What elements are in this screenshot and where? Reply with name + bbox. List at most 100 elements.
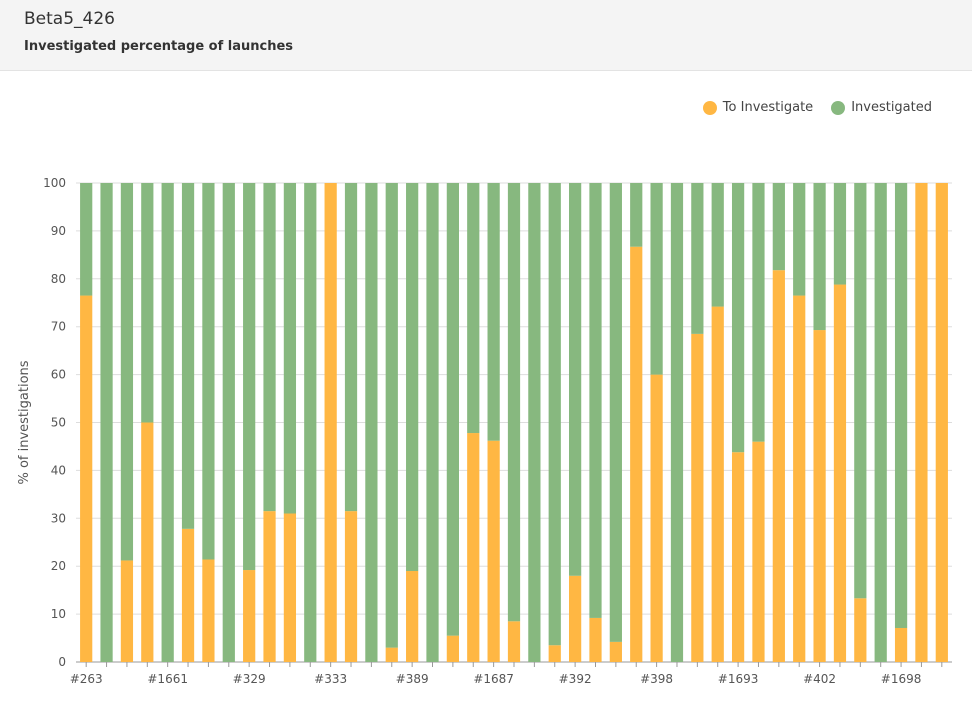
bar-to-investigate — [80, 296, 92, 662]
bar-to-investigate — [895, 628, 907, 662]
bar-to-investigate — [589, 618, 601, 662]
x-tick-label: #1698 — [881, 672, 922, 686]
bar-investigated — [263, 183, 275, 511]
bar-investigated — [528, 183, 540, 662]
bar-to-investigate — [386, 648, 398, 662]
bar-investigated — [752, 183, 764, 442]
y-tick-label: 90 — [51, 224, 66, 238]
bar-investigated — [732, 183, 744, 452]
x-tick-label: #402 — [803, 672, 836, 686]
y-tick-label: 60 — [51, 368, 66, 382]
bar-to-investigate — [508, 621, 520, 662]
bar-investigated — [875, 183, 887, 662]
y-tick-label: 30 — [51, 511, 66, 525]
bar-to-investigate — [345, 511, 357, 662]
bar-investigated — [854, 183, 866, 598]
bar-to-investigate — [813, 330, 825, 662]
bar-to-investigate — [488, 441, 500, 662]
x-tick-label: #1661 — [147, 672, 188, 686]
bar-investigated — [773, 183, 785, 270]
x-tick-label: #392 — [559, 672, 592, 686]
bar-investigated — [793, 183, 805, 296]
bar-investigated — [447, 183, 459, 636]
x-tick-label: #1687 — [473, 672, 514, 686]
y-tick-label: 20 — [51, 559, 66, 573]
legend-label: To Investigate — [723, 100, 813, 115]
bar-investigated — [610, 183, 622, 642]
y-tick-label: 40 — [51, 463, 66, 477]
bar-investigated — [549, 183, 561, 645]
bar-to-investigate — [712, 307, 724, 662]
bar-investigated — [895, 183, 907, 628]
bar-to-investigate — [915, 183, 927, 662]
bar-investigated — [630, 183, 642, 247]
bar-investigated — [712, 183, 724, 307]
bar-investigated — [508, 183, 520, 621]
bar-to-investigate — [467, 433, 479, 662]
bar-to-investigate — [549, 645, 561, 662]
x-tick-label: #398 — [640, 672, 673, 686]
bar-to-investigate — [325, 183, 337, 662]
bar-to-investigate — [121, 560, 133, 662]
bar-to-investigate — [630, 247, 642, 662]
bar-to-investigate — [773, 270, 785, 662]
bar-to-investigate — [243, 570, 255, 662]
bar-to-investigate — [936, 183, 948, 662]
bar-investigated — [80, 183, 92, 296]
bar-investigated — [345, 183, 357, 511]
bar-investigated — [304, 183, 316, 662]
bar-investigated — [467, 183, 479, 433]
x-tick-label: #329 — [233, 672, 266, 686]
bar-to-investigate — [732, 452, 744, 662]
y-tick-label: 80 — [51, 272, 66, 286]
y-tick-label: 50 — [51, 416, 66, 430]
bar-to-investigate — [691, 334, 703, 662]
legend-dot-icon — [831, 101, 845, 115]
bar-investigated — [100, 183, 112, 662]
bar-to-investigate — [284, 514, 296, 662]
bar-investigated — [406, 183, 418, 571]
y-tick-label: 70 — [51, 320, 66, 334]
bar-investigated — [386, 183, 398, 648]
bar-investigated — [284, 183, 296, 514]
y-tick-label: 100 — [43, 176, 66, 190]
bar-investigated — [162, 183, 174, 662]
legend-dot-icon — [703, 101, 717, 115]
bar-investigated — [426, 183, 438, 662]
bar-investigated — [243, 183, 255, 570]
bar-investigated — [569, 183, 581, 576]
bar-investigated — [223, 183, 235, 662]
y-tick-label: 0 — [58, 655, 66, 669]
x-tick-label: #1693 — [718, 672, 759, 686]
bar-investigated — [202, 183, 214, 559]
chart-legend: To Investigate Investigated — [703, 100, 932, 115]
bar-investigated — [650, 183, 662, 375]
bar-investigated — [141, 183, 153, 423]
bar-to-investigate — [263, 511, 275, 662]
bar-investigated — [182, 183, 194, 529]
y-axis-title: % of investigations — [17, 360, 32, 484]
bar-to-investigate — [650, 375, 662, 662]
x-tick-label: #263 — [70, 672, 103, 686]
bar-to-investigate — [202, 559, 214, 662]
legend-label: Investigated — [851, 100, 932, 115]
bar-to-investigate — [793, 296, 805, 662]
bar-to-investigate — [610, 642, 622, 662]
bar-investigated — [121, 183, 133, 560]
bar-to-investigate — [854, 598, 866, 662]
bar-investigated — [813, 183, 825, 330]
bar-to-investigate — [182, 529, 194, 662]
bar-to-investigate — [406, 571, 418, 662]
x-tick-label: #333 — [314, 672, 347, 686]
bar-investigated — [589, 183, 601, 618]
bar-investigated — [691, 183, 703, 334]
bar-investigated — [488, 183, 500, 441]
bar-to-investigate — [141, 423, 153, 663]
legend-item-investigated[interactable]: Investigated — [831, 100, 932, 115]
legend-item-to-investigate[interactable]: To Investigate — [703, 100, 813, 115]
bar-to-investigate — [752, 442, 764, 662]
bar-investigated — [834, 183, 846, 285]
y-tick-label: 10 — [51, 607, 66, 621]
bar-to-investigate — [569, 576, 581, 662]
bar-investigated — [365, 183, 377, 662]
